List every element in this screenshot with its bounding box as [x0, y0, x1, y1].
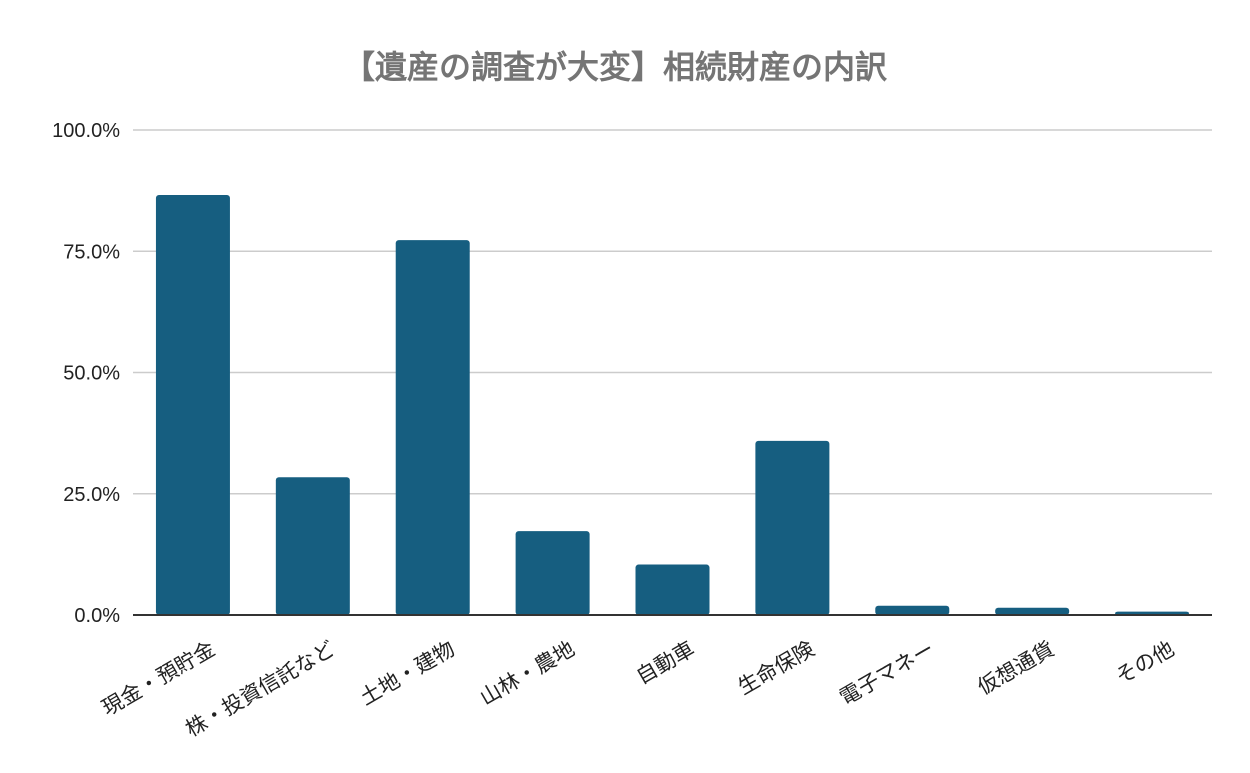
gridlines [133, 129, 1212, 495]
y-tick-label: 50.0% [63, 363, 120, 385]
x-tick-label: 生命保険 [734, 637, 819, 700]
x-tick-label: 仮想通貨 [974, 637, 1059, 700]
bar [515, 531, 590, 615]
x-tick-label: 土地・建物 [356, 637, 459, 710]
y-tick-label: 75.0% [63, 241, 120, 263]
x-tick-label: その他 [1112, 637, 1179, 689]
bar [155, 194, 230, 616]
bar [875, 605, 950, 615]
y-tick-label: 0.0% [74, 605, 120, 627]
bar [635, 564, 710, 615]
x-tick-label: 山林・農地 [476, 637, 579, 710]
x-tick-label: 電子マネー [835, 637, 938, 710]
chart-title: 【遺産の調査が大変】相続財産の内訳 [343, 48, 888, 86]
bar [395, 240, 470, 615]
x-tick-label: 現金・預貯金 [98, 637, 219, 721]
x-tick-label: 自動車 [632, 637, 699, 689]
y-tick-label: 100.0% [52, 120, 120, 142]
y-axis-tick-labels: 0.0% 25.0% 50.0% 75.0% 100.0% [52, 120, 120, 627]
y-tick-label: 25.0% [63, 484, 120, 506]
bars [155, 194, 1190, 616]
bar [995, 607, 1070, 615]
bar [755, 440, 830, 615]
bar [275, 477, 350, 615]
